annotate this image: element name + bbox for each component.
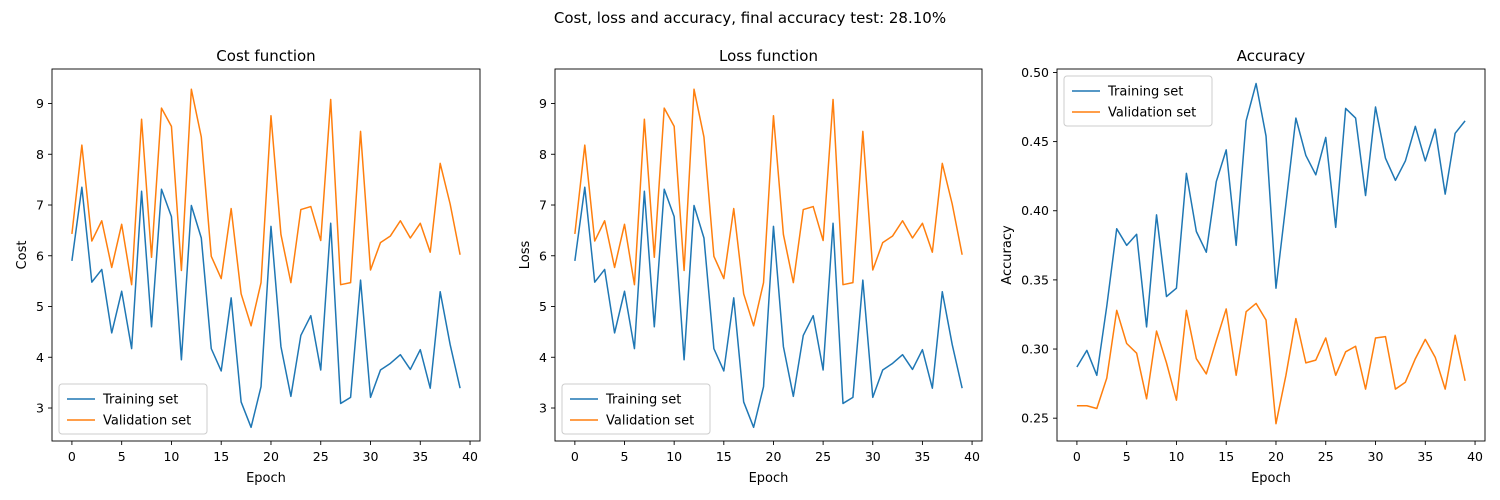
loss-ytick-label: 9 bbox=[539, 96, 547, 111]
accuracy-xtick-label: 35 bbox=[1417, 449, 1433, 464]
accuracy-xtick-label: 0 bbox=[1073, 449, 1081, 464]
accuracy-ytick-label: 0.45 bbox=[1021, 134, 1049, 149]
loss-legend-label: Validation set bbox=[606, 414, 694, 429]
cost-xtick-label: 25 bbox=[313, 449, 329, 464]
cost-xtick-label: 0 bbox=[68, 449, 76, 464]
accuracy-ytick-label: 0.35 bbox=[1021, 272, 1049, 287]
cost-ytick-label: 6 bbox=[36, 248, 44, 263]
cost-series-training-line bbox=[71, 186, 461, 429]
accuracy-series-validation-line bbox=[1076, 302, 1466, 425]
cost-ytick-label: 9 bbox=[36, 96, 44, 111]
accuracy-xtick-label: 20 bbox=[1268, 449, 1284, 464]
cost-ytick-label: 4 bbox=[36, 350, 44, 365]
accuracy-ytick-label: 0.40 bbox=[1021, 203, 1049, 218]
accuracy-chart-ylabel: Accuracy bbox=[1000, 225, 1015, 285]
loss-xtick-label: 35 bbox=[914, 449, 930, 464]
cost-chart-title: Cost function bbox=[216, 47, 315, 65]
loss-legend-label: Training set bbox=[605, 393, 681, 408]
cost-xtick-label: 35 bbox=[412, 449, 428, 464]
accuracy-ytick-label: 0.25 bbox=[1021, 411, 1049, 426]
loss-series-validation-line bbox=[574, 88, 963, 327]
loss-chart-xlabel: Epoch bbox=[749, 471, 789, 486]
accuracy-legend-label: Training set bbox=[1107, 85, 1183, 100]
accuracy-chart-panel: Accuracy Epoch Accuracy 0 5 10 15 20 25 30 35 40… bbox=[1000, 47, 1486, 486]
cost-xtick-label: 40 bbox=[462, 449, 478, 464]
cost-chart-panel: Cost function Epoch Cost 0 5 10 15 20 25 30 35 4… bbox=[15, 47, 481, 486]
accuracy-axes-frame bbox=[1056, 68, 1486, 442]
cost-chart-xlabel: Epoch bbox=[246, 471, 286, 486]
cost-legend-label: Validation set bbox=[103, 414, 191, 429]
loss-xtick-label: 0 bbox=[571, 449, 579, 464]
accuracy-xtick-label: 5 bbox=[1123, 449, 1131, 464]
loss-xtick-label: 15 bbox=[716, 449, 732, 464]
loss-xtick-label: 10 bbox=[666, 449, 682, 464]
loss-xtick-label: 5 bbox=[621, 449, 629, 464]
cost-xtick-label: 20 bbox=[263, 449, 279, 464]
cost-legend bbox=[58, 383, 208, 435]
loss-chart-panel: Loss function Epoch Loss 0 5 10 15 20 25 30 35 4… bbox=[518, 47, 983, 486]
loss-chart-title: Loss function bbox=[719, 47, 818, 65]
cost-ytick-label: 3 bbox=[36, 401, 44, 416]
loss-ytick-label: 8 bbox=[539, 147, 547, 162]
cost-axes-frame bbox=[51, 68, 481, 442]
accuracy-chart-xlabel: Epoch bbox=[1251, 471, 1291, 486]
loss-xtick-label: 25 bbox=[815, 449, 831, 464]
cost-legend-label: Training set bbox=[102, 393, 178, 408]
loss-legend bbox=[561, 383, 711, 435]
accuracy-xtick-label: 15 bbox=[1218, 449, 1234, 464]
loss-ytick-label: 6 bbox=[539, 248, 547, 263]
accuracy-ytick-label: 0.50 bbox=[1021, 65, 1049, 80]
loss-xtick-label: 40 bbox=[964, 449, 980, 464]
loss-ytick-label: 3 bbox=[539, 401, 547, 416]
cost-xtick-label: 15 bbox=[213, 449, 229, 464]
loss-ytick-label: 4 bbox=[539, 350, 547, 365]
loss-ytick-label: 7 bbox=[539, 198, 547, 213]
loss-xtick-label: 30 bbox=[865, 449, 881, 464]
cost-xtick-label: 30 bbox=[363, 449, 379, 464]
accuracy-legend bbox=[1063, 75, 1213, 127]
accuracy-ytick-label: 0.30 bbox=[1021, 342, 1049, 357]
figure-suptitle: Cost, loss and accuracy, final accuracy … bbox=[554, 9, 946, 27]
accuracy-chart-title: Accuracy bbox=[1237, 47, 1306, 65]
cost-series-validation-line bbox=[71, 88, 461, 327]
cost-ytick-label: 8 bbox=[36, 147, 44, 162]
loss-xtick-label: 20 bbox=[766, 449, 782, 464]
accuracy-xtick-label: 30 bbox=[1368, 449, 1384, 464]
accuracy-legend-label: Validation set bbox=[1108, 106, 1196, 121]
accuracy-xtick-label: 40 bbox=[1467, 449, 1483, 464]
loss-chart-ylabel: Loss bbox=[518, 241, 533, 270]
cost-ytick-label: 5 bbox=[36, 299, 44, 314]
loss-series-training-line bbox=[574, 186, 963, 429]
accuracy-series-training-line bbox=[1076, 82, 1466, 377]
cost-xtick-label: 5 bbox=[118, 449, 126, 464]
loss-axes-frame bbox=[554, 68, 983, 442]
cost-ytick-label: 7 bbox=[36, 198, 44, 213]
cost-xtick-label: 10 bbox=[163, 449, 179, 464]
cost-chart-ylabel: Cost bbox=[15, 241, 30, 270]
accuracy-xtick-label: 25 bbox=[1318, 449, 1334, 464]
accuracy-xtick-label: 10 bbox=[1168, 449, 1184, 464]
loss-ytick-label: 5 bbox=[539, 299, 547, 314]
